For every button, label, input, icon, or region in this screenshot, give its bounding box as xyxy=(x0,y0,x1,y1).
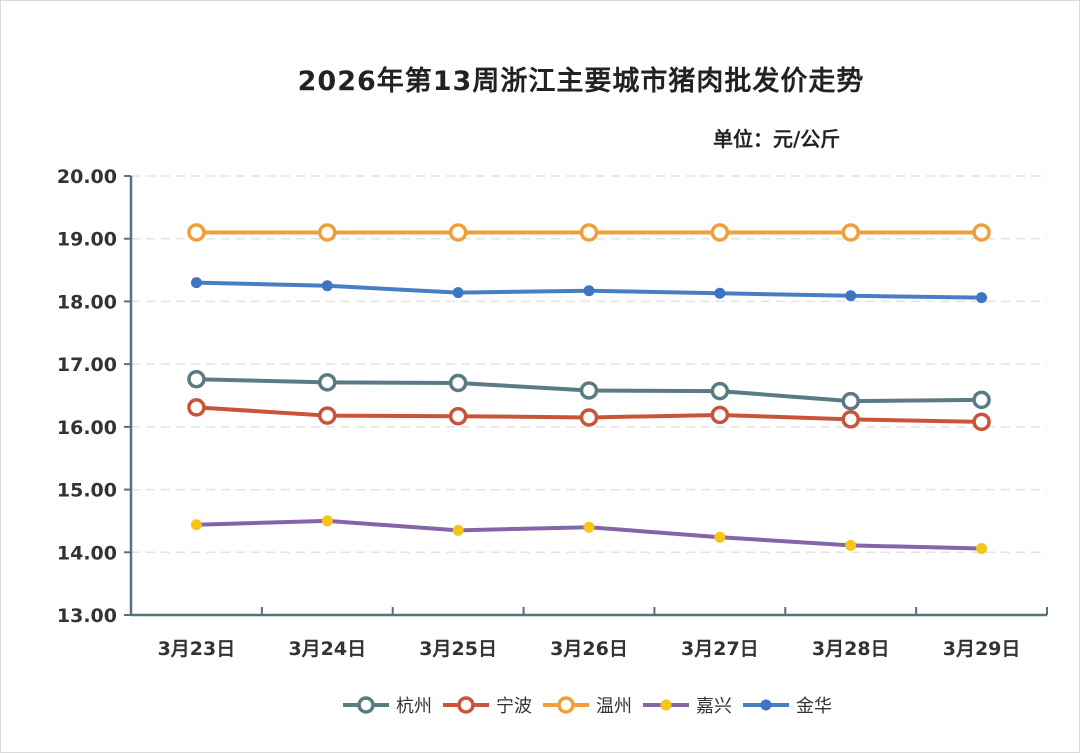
x-tick-label: 3月23日 xyxy=(158,638,236,660)
y-tick-label: 18.00 xyxy=(57,291,117,313)
y-tick-label: 17.00 xyxy=(57,354,117,376)
x-tick-label: 3月25日 xyxy=(419,638,497,660)
data-point xyxy=(583,521,595,533)
data-point xyxy=(579,381,599,400)
data-point xyxy=(841,410,860,429)
data-point xyxy=(583,285,595,297)
data-point xyxy=(452,524,464,536)
x-tick-label: 3月26日 xyxy=(550,638,628,660)
chart-title: 2026年第13周浙江主要城市猪肉批发价走势 xyxy=(297,66,865,97)
legend-label: 宁波 xyxy=(496,696,532,717)
data-point xyxy=(448,406,468,426)
data-point xyxy=(841,391,860,411)
x-tick-label: 3月29日 xyxy=(943,638,1021,660)
data-point xyxy=(972,223,991,242)
x-tick-label: 3月27日 xyxy=(681,638,759,660)
data-point xyxy=(972,390,991,410)
legend-marker xyxy=(357,696,375,714)
legend-item: 金华 xyxy=(743,696,832,717)
legend-item: 杭州 xyxy=(343,696,432,717)
data-point xyxy=(321,515,333,527)
y-tick-label: 13.00 xyxy=(57,605,117,627)
data-point xyxy=(845,290,857,302)
data-point xyxy=(187,369,206,389)
data-point xyxy=(579,408,599,427)
x-tick-label: 3月28日 xyxy=(812,638,890,660)
y-tick-label: 14.00 xyxy=(57,542,117,564)
data-point xyxy=(714,531,726,543)
data-point xyxy=(710,223,730,242)
y-tick-label: 15.00 xyxy=(57,480,117,502)
legend-marker xyxy=(760,699,772,711)
legend-label: 金华 xyxy=(796,696,832,717)
legend-label: 杭州 xyxy=(396,696,432,717)
legend-marker xyxy=(660,699,672,711)
data-point xyxy=(187,398,206,417)
data-point xyxy=(448,223,468,242)
data-point xyxy=(190,277,202,289)
data-point xyxy=(579,223,599,242)
y-tick-label: 16.00 xyxy=(57,417,117,439)
data-point xyxy=(187,223,206,242)
y-tick-label: 19.00 xyxy=(57,229,117,251)
data-point xyxy=(448,373,468,393)
legend-item: 温州 xyxy=(543,696,632,717)
data-point xyxy=(452,287,464,299)
x-tick-label: 3月24日 xyxy=(288,638,366,660)
y-tick-label: 20.00 xyxy=(57,166,117,188)
data-point xyxy=(710,405,730,425)
legend-marker xyxy=(457,696,475,714)
data-point xyxy=(845,539,857,551)
legend-label: 温州 xyxy=(596,696,632,717)
data-point xyxy=(976,292,988,304)
data-point xyxy=(318,406,337,425)
data-point xyxy=(190,519,202,531)
legend-label: 嘉兴 xyxy=(696,696,732,717)
data-point xyxy=(714,287,726,299)
legend-marker xyxy=(557,696,575,714)
unit-label: 单位：元/公斤 xyxy=(713,127,841,151)
data-point xyxy=(321,280,333,292)
data-point xyxy=(318,223,337,242)
data-point xyxy=(976,543,988,555)
data-point xyxy=(841,223,860,242)
legend-item: 宁波 xyxy=(443,696,532,717)
data-point xyxy=(972,412,991,432)
data-point xyxy=(710,381,730,401)
legend-item: 嘉兴 xyxy=(643,696,732,717)
data-point xyxy=(318,373,337,392)
